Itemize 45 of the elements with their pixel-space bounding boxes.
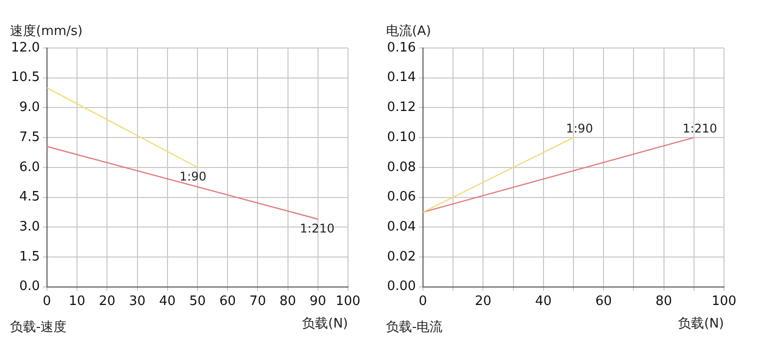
y-tick-label: 3.0 [19,219,40,234]
series-label: 1:90 [179,170,206,184]
x-tick-label: 40 [159,294,176,309]
x-tick-label: 70 [249,294,266,309]
y-tick-label: 7.5 [19,130,40,145]
x-axis-title: 负载(N) [678,316,724,332]
x-tick-label: 90 [310,294,326,309]
x-tick-label: 30 [128,294,146,309]
y-tick-label: 1.5 [19,249,40,264]
y-axis-title: 速度(mm/s) [10,22,83,39]
series-label: 1:210 [682,122,718,136]
x-tick-label: 0 [418,294,428,309]
x-tick-label: 20 [98,294,116,309]
x-tick-label: 20 [474,294,492,309]
y-tick-label: 6.0 [19,160,40,175]
y-tick-label: 0.08 [386,160,416,175]
x-axis-title: 负载(N) [302,316,348,332]
y-tick-label: 10.5 [10,70,40,86]
y-tick-label: 0.14 [386,70,416,86]
y-tick-label: 12.0 [10,40,40,56]
y-tick-label: 0.0 [19,279,40,294]
y-tick-label: 4.5 [19,190,40,205]
y-tick-label: 0.02 [386,249,416,264]
y-tick-label: 9.0 [19,100,40,116]
y-tick-label: 0.04 [386,219,416,234]
text: 负载-电流 [386,318,443,335]
series-label: 1:210 [300,221,334,236]
y-tick-label: 0.16 [386,40,416,56]
x-tick-label: 60 [595,294,612,309]
x-tick-label: 60 [219,294,236,309]
text: 负载-速度 [10,318,67,335]
x-tick-label: 50 [189,294,206,309]
y-tick-label: 0.00 [386,279,416,294]
x-tick-label: 100 [336,294,360,309]
y-tick-label: 0.06 [386,190,416,205]
x-tick-label: 80 [656,294,672,309]
x-tick-label: 10 [68,294,86,309]
x-tick-label: 0 [42,294,52,309]
x-tick-label: 100 [712,294,736,309]
x-tick-label: 40 [535,294,552,309]
x-tick-label: 80 [280,294,296,309]
y-tick-label: 0.10 [386,130,416,145]
y-axis-title: 电流(A) [386,22,432,39]
series-label: 1:90 [566,122,593,136]
y-tick-label: 0.12 [386,100,416,116]
